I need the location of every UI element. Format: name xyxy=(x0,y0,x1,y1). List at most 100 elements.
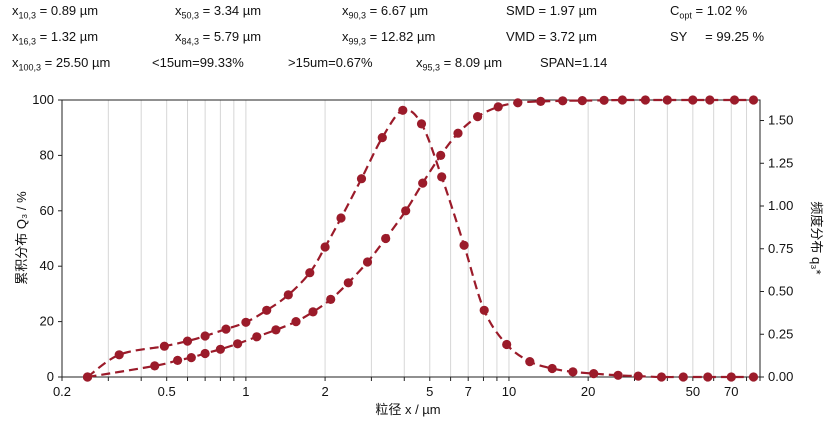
data-point xyxy=(200,331,210,341)
y-left-tick-label: 80 xyxy=(40,147,54,162)
data-point xyxy=(493,102,503,112)
data-point xyxy=(502,339,512,350)
y-axis-right: 0.00 0.25 0.50 0.75 1.00 1.25 1.50 xyxy=(760,113,793,384)
data-point xyxy=(589,369,599,379)
data-point xyxy=(633,371,643,381)
data-point xyxy=(678,372,688,382)
stat-x16: x16,3 = 1.32 µm xyxy=(12,29,99,47)
data-point xyxy=(336,213,346,223)
data-point xyxy=(748,95,759,105)
series-layer xyxy=(82,95,759,382)
series-cumulative-q3 xyxy=(82,95,759,382)
data-point xyxy=(688,95,698,105)
stat-sy: SY = 99.25 % xyxy=(670,29,765,44)
data-point xyxy=(150,361,160,371)
x-tick-label: 0.5 xyxy=(158,384,176,399)
x-axis-label: 粒径 x / µm xyxy=(375,402,440,417)
data-point xyxy=(416,119,427,129)
data-point xyxy=(568,367,578,377)
data-point xyxy=(662,95,672,105)
y-right-tick-label: 0.25 xyxy=(768,326,793,341)
data-point xyxy=(308,307,318,317)
data-point xyxy=(398,105,408,115)
y-right-tick-label: 1.00 xyxy=(768,198,793,213)
data-point xyxy=(200,348,210,359)
data-point xyxy=(558,96,568,106)
data-point xyxy=(436,150,446,160)
stat-x50: x50,3 = 3.34 µm xyxy=(175,3,262,21)
data-point xyxy=(640,95,651,105)
x-axis: 0.2 0.5 1 2 5 7 10 20 50 70 xyxy=(53,377,761,399)
stat-x100: x100,3 = 25.50 µm xyxy=(12,55,111,73)
x-tick-label: 5 xyxy=(426,384,433,399)
data-point xyxy=(473,112,483,122)
stat-span: SPAN=1.14 xyxy=(540,55,608,70)
data-point xyxy=(326,294,336,304)
data-point xyxy=(377,133,387,143)
x-tick-label: 7 xyxy=(465,384,472,399)
data-point xyxy=(536,96,546,106)
y-axis-right-label: 频度分布 q₃* xyxy=(809,201,824,274)
y-right-tick-label: 0.50 xyxy=(768,284,793,299)
y-left-tick-label: 100 xyxy=(32,92,54,107)
x-tick-label: 20 xyxy=(581,384,595,399)
x-tick-label: 70 xyxy=(724,384,738,399)
data-point xyxy=(82,372,93,382)
stat-vmd: VMD = 3.72 µm xyxy=(506,29,597,44)
stat-x10: x10,3 = 0.89 µm xyxy=(12,3,99,21)
data-point xyxy=(182,336,193,346)
data-point xyxy=(159,341,169,351)
data-point xyxy=(729,95,740,105)
y-right-tick-label: 0.00 xyxy=(768,369,793,384)
data-point xyxy=(362,257,373,267)
stat-x95: x95,3 = 8.09 µm xyxy=(416,55,503,73)
stat-smd: SMD = 1.97 µm xyxy=(506,3,597,18)
y-left-tick-label: 0 xyxy=(47,369,54,384)
data-point xyxy=(418,178,428,188)
data-point xyxy=(186,353,196,363)
y-axis-left-label: 累积分布 Q₃ / % xyxy=(14,191,29,285)
y-right-tick-label: 1.50 xyxy=(768,113,793,128)
stat-copt: Copt = 1.02 % xyxy=(670,3,748,21)
y-left-tick-label: 40 xyxy=(40,258,54,273)
data-point xyxy=(599,95,609,105)
y-right-tick-label: 0.75 xyxy=(768,241,793,256)
data-point xyxy=(233,339,243,349)
data-point xyxy=(525,357,535,367)
data-point xyxy=(459,240,469,250)
stat-x90: x90,3 = 6.67 µm xyxy=(342,3,429,21)
data-point xyxy=(656,372,667,382)
data-point xyxy=(291,317,301,327)
stat-x84: x84,3 = 5.79 µm xyxy=(175,29,262,47)
data-point xyxy=(173,355,183,365)
data-point xyxy=(320,242,330,252)
data-point xyxy=(547,363,557,374)
data-point xyxy=(748,372,759,382)
x-tick-label: 50 xyxy=(686,384,700,399)
x-tick-label: 0.2 xyxy=(53,384,71,399)
data-point xyxy=(479,305,489,315)
data-point xyxy=(513,98,523,108)
data-point xyxy=(703,372,713,382)
y-left-tick-label: 20 xyxy=(40,314,54,329)
grid-lines xyxy=(61,100,761,377)
data-point xyxy=(262,305,272,315)
data-point xyxy=(241,317,251,327)
data-point xyxy=(283,290,293,300)
data-point xyxy=(252,332,262,342)
data-point xyxy=(437,172,447,182)
data-point xyxy=(356,174,367,184)
stat-x99: x99,3 = 12.82 µm xyxy=(342,29,436,47)
data-point xyxy=(221,324,231,334)
stat-above15: >15um=0.67% xyxy=(288,55,373,70)
x-tick-label: 2 xyxy=(321,384,328,399)
data-point xyxy=(215,344,225,354)
data-point xyxy=(401,206,411,216)
y-axis-left: 0 20 40 60 80 100 xyxy=(32,92,62,384)
data-point xyxy=(305,268,315,278)
stat-below15: <15um=99.33% xyxy=(152,55,244,70)
data-point xyxy=(617,95,628,105)
data-point xyxy=(453,128,463,138)
x-tick-label: 1 xyxy=(242,384,249,399)
data-point xyxy=(705,95,715,105)
